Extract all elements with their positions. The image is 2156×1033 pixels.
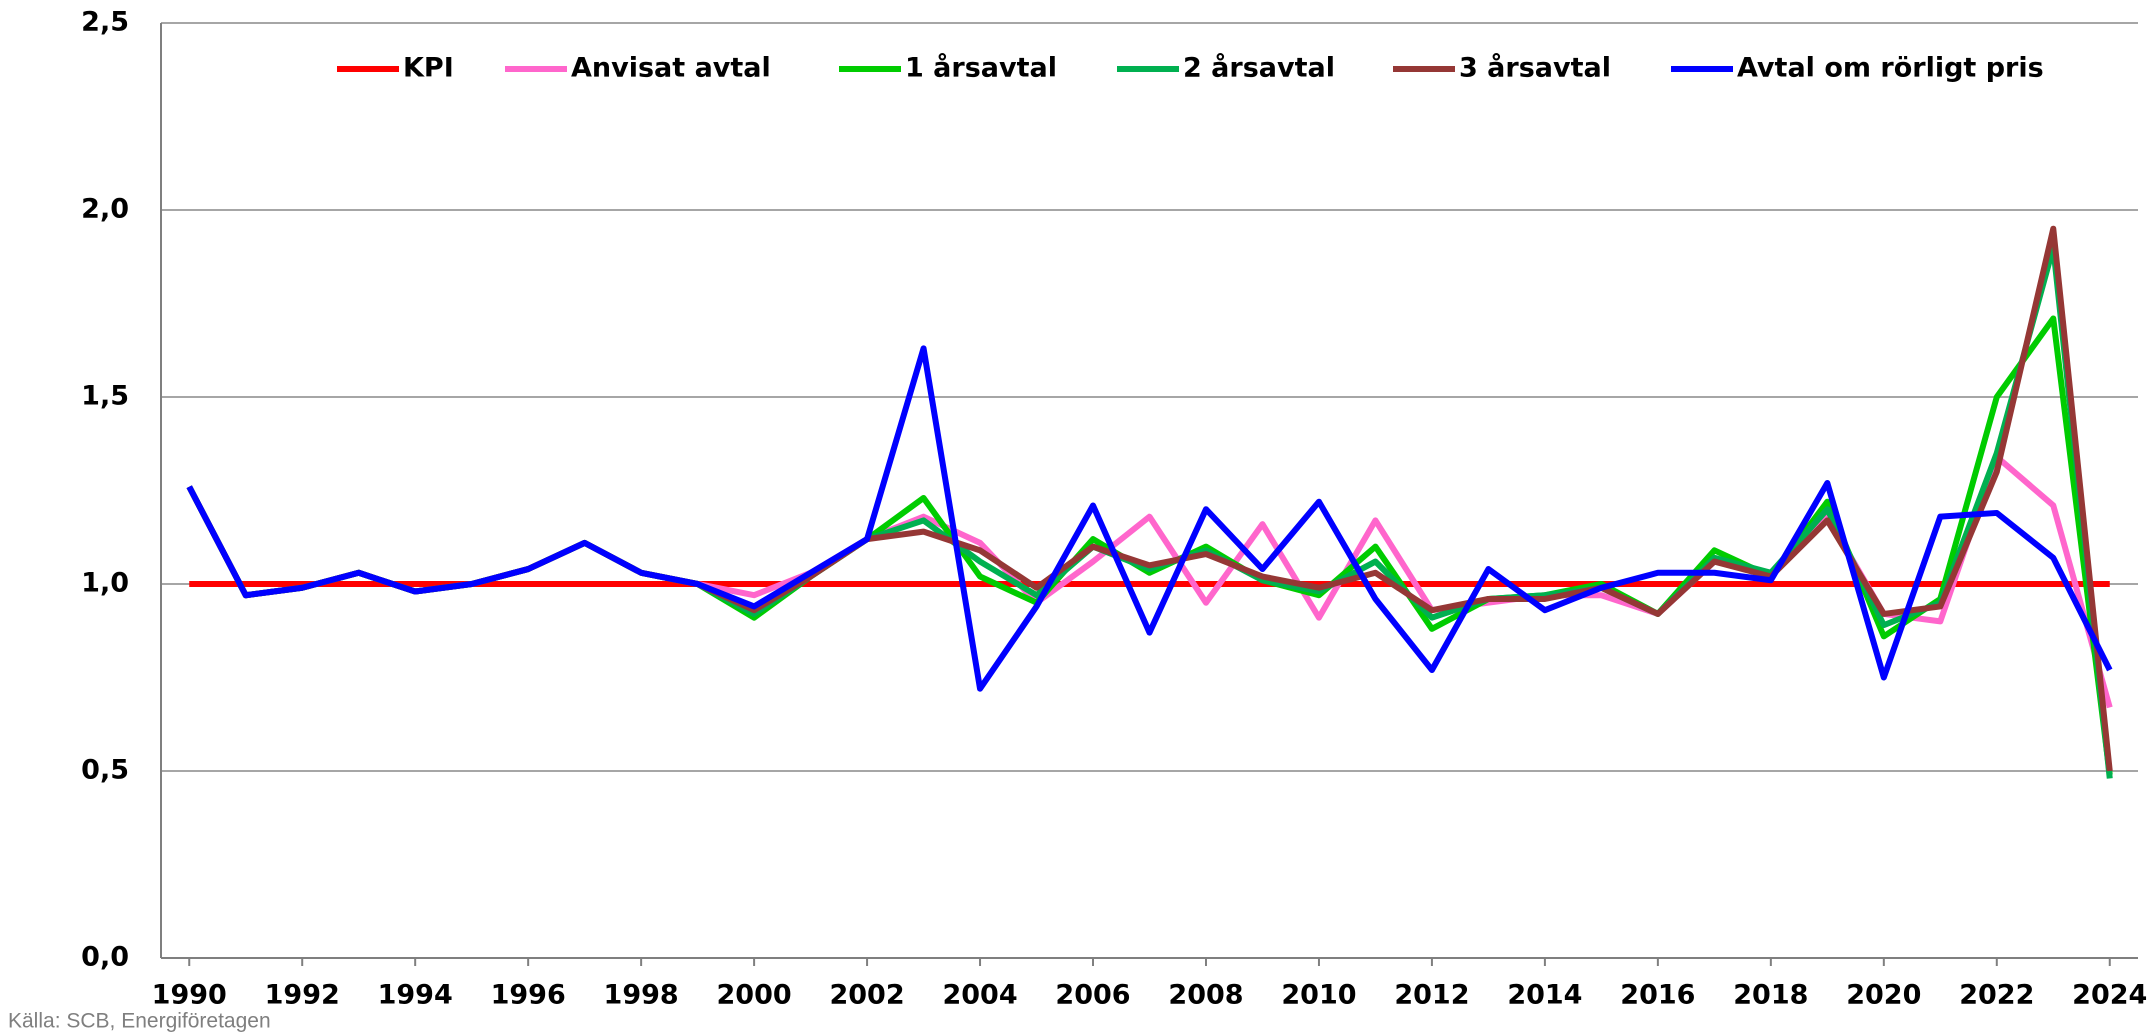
x-tick-label: 1998 <box>604 980 679 1011</box>
source-note: Källa: SCB, Energiföretagen <box>8 1010 271 1033</box>
x-tick-label: 2002 <box>829 980 904 1011</box>
x-tick-label: 2014 <box>1507 980 1582 1011</box>
x-tick-label: 1994 <box>378 980 453 1011</box>
y-tick-label: 1,5 <box>81 381 129 412</box>
x-tick-label: 2004 <box>942 980 1017 1011</box>
series-line <box>186 225 2113 772</box>
y-tick-label: 1,0 <box>81 568 129 599</box>
x-tick-label: 2006 <box>1055 980 1130 1011</box>
x-tick-label: 2024 <box>2072 980 2147 1011</box>
x-tick-label: 2022 <box>1959 980 2034 1011</box>
x-tick-label: 2000 <box>717 980 792 1011</box>
x-tick-label: 1996 <box>491 980 566 1011</box>
x-tick-label: 2012 <box>1394 980 1469 1011</box>
x-tick-label: 2020 <box>1846 980 1921 1011</box>
y-tick-label: 0,0 <box>81 942 129 973</box>
x-tick-label: 2016 <box>1620 980 1695 1011</box>
x-tick-label: 2018 <box>1733 980 1808 1011</box>
legend-label: 2 årsavtal <box>1183 52 1335 84</box>
legend-label: Avtal om rörligt pris <box>1737 53 2044 84</box>
legend-label: KPI <box>403 53 454 84</box>
x-tick-label: 2010 <box>1281 980 1356 1011</box>
y-tick-label: 2,5 <box>81 7 129 38</box>
series-line <box>186 315 2113 776</box>
y-tick-label: 0,5 <box>81 755 129 786</box>
legend-label: 3 årsavtal <box>1459 52 1611 84</box>
x-tick-label: 2008 <box>1168 980 1243 1011</box>
y-tick-label: 2,0 <box>81 194 129 225</box>
series-line <box>186 244 2113 779</box>
legend-label: 1 årsavtal <box>905 52 1057 84</box>
legend-label: Anvisat avtal <box>571 53 771 84</box>
series-line <box>186 345 2113 692</box>
x-tick-label: 1990 <box>152 980 227 1011</box>
x-tick-label: 1992 <box>265 980 340 1011</box>
